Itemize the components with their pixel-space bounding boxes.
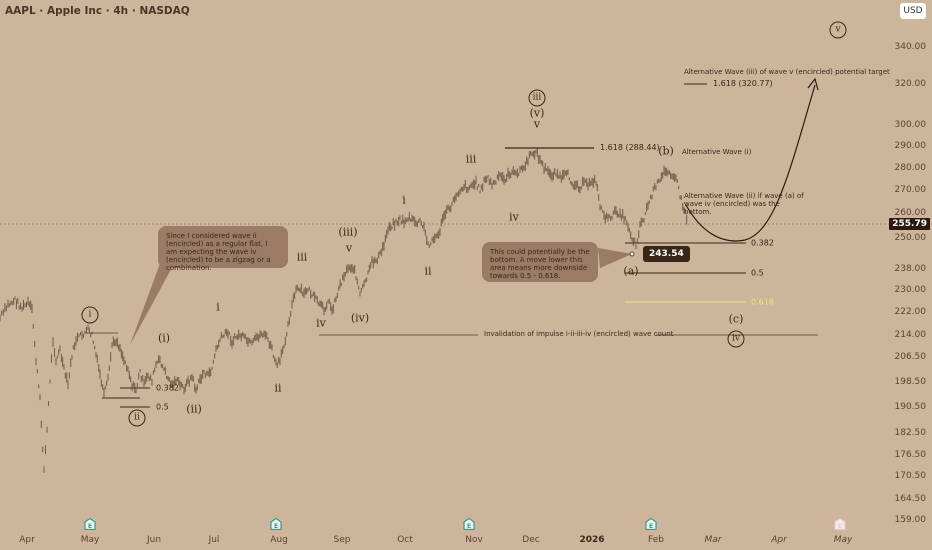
fib-right-0618-label: 0.618 (751, 297, 774, 307)
price-axis-label: 300.00 (894, 120, 927, 130)
price-axis-label: 176.50 (894, 450, 927, 460)
time-axis-label: Oct (397, 535, 413, 545)
time-axis-label: Jun (146, 535, 162, 545)
projection-arrow-icon (807, 77, 819, 91)
svg-text:E: E (274, 523, 278, 530)
time-axis-label: Nov (465, 535, 483, 545)
fib-right-05-label: 0.5 (751, 268, 764, 278)
wave-label-encircled: ii (128, 409, 146, 427)
fib-left-0382-label: 0.382 (156, 383, 179, 393)
price-axis-label: 260.00 (894, 208, 927, 218)
time-axis-label: Dec (522, 535, 540, 545)
chart-title: AAPL · Apple Inc · 4h · NASDAQ (5, 5, 190, 17)
wave-label-encircled: v (829, 21, 847, 39)
time-axis-label: Apr (19, 535, 35, 545)
bubble-2-pointer (598, 248, 632, 268)
wave-label: v (533, 117, 541, 131)
price-axis-label: 320.00 (894, 79, 927, 89)
bubble-1-pointer (130, 258, 175, 345)
price-axis-label: 230.00 (894, 285, 927, 295)
projection-path (685, 84, 816, 242)
wave-label: ii (274, 381, 282, 395)
time-axis-label: May (80, 535, 100, 545)
wave-label: (v) (529, 106, 545, 120)
wave-label: ii (424, 264, 432, 278)
wave-label-encircled: iv (727, 330, 745, 348)
time-axis-label: Mar (704, 535, 722, 545)
currency-button[interactable]: USD (900, 3, 926, 19)
earnings-icon[interactable]: E (270, 515, 282, 531)
price-axis-label: 250.00 (894, 233, 927, 243)
earnings-icon[interactable]: E (84, 515, 96, 531)
price-axis-label: 290.00 (894, 141, 927, 151)
fib-right-0382-label: 0.382 (751, 238, 774, 248)
top-fib-label: 1.618 (288.44) (600, 143, 660, 152)
svg-text:E: E (467, 523, 471, 530)
wave-label: (c) (728, 312, 744, 326)
low-price-tag: 243.54 (643, 246, 690, 262)
time-axis-label: May (833, 535, 853, 545)
time-axis-label: Apr (771, 535, 787, 545)
price-axis-label: 238.00 (894, 264, 927, 274)
price-axis-label: 270.00 (894, 185, 927, 195)
price-axis-label: 159.00 (894, 515, 927, 525)
price-axis-label: 222.00 (894, 307, 927, 317)
svg-text:E: E (649, 523, 653, 530)
alt-wave-ii-label: Alternative Wave (ii) if wave (a) of wav… (684, 192, 804, 216)
wave-label: iii (465, 152, 477, 166)
wave-label-encircled: i (81, 306, 99, 324)
alt-wave-i-label: Alternative Wave (i) (682, 148, 752, 156)
time-axis-label: Feb (648, 535, 664, 545)
price-axis-label: 182.50 (894, 428, 927, 438)
time-axis-label: Aug (270, 535, 288, 545)
svg-text:E: E (838, 523, 842, 530)
earnings-icon[interactable]: E (645, 515, 657, 531)
price-axis-label: 198.50 (894, 377, 927, 387)
target-fib-label: 1.618 (320.77) (713, 79, 773, 88)
low-point-marker (629, 251, 635, 257)
wave-label: (b) (658, 144, 674, 158)
price-axis-label: 214.00 (894, 330, 927, 340)
wave-label: (ii) (186, 402, 202, 416)
price-axis-label: 340.00 (894, 42, 927, 52)
wave-label: (i) (157, 331, 171, 345)
price-axis-label: 206.50 (894, 352, 927, 362)
price-axis-label: 164.50 (894, 494, 927, 504)
note-bubble-bottom: This could potentially be the bottom. A … (482, 242, 598, 282)
time-axis-label: Sep (333, 535, 351, 545)
svg-text:E: E (88, 523, 92, 530)
wave-label: i (402, 193, 406, 207)
note-bubble-wave-ii: Since I considered wave ii (encircled) a… (158, 226, 288, 272)
earnings-icon[interactable]: E (463, 515, 475, 531)
wave-label: iv (316, 316, 326, 330)
alt-wave-iii-label: Alternative Wave (iii) of wave v (encirc… (684, 68, 890, 76)
invalidation-label: Invalidation of impulse i-ii-iii-iv (enc… (484, 330, 674, 338)
wave-label: (iv) (350, 311, 370, 325)
wave-label: (a) (623, 264, 639, 278)
wave-label: (iii) (338, 225, 358, 239)
wave-label: iv (509, 210, 519, 224)
price-axis-label: 170.50 (894, 471, 927, 481)
price-axis-label: 190.50 (894, 402, 927, 412)
wave-label: v (345, 241, 353, 255)
wave-label-encircled: iii (528, 89, 546, 107)
candlestick-series (0, 147, 688, 473)
earnings-icon[interactable]: E (834, 515, 846, 531)
time-axis-label: 2026 (579, 535, 605, 545)
current-price-tag: 255.79 (889, 218, 930, 230)
fib-left-05-label: 0.5 (156, 402, 169, 412)
wave-label: i (216, 300, 220, 314)
wave-label: iii (296, 250, 308, 264)
price-axis-label: 280.00 (894, 163, 927, 173)
time-axis-label: Jul (208, 535, 220, 545)
